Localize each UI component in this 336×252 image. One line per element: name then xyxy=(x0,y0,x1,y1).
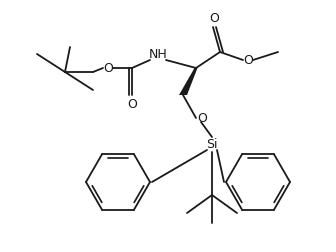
Text: Si: Si xyxy=(206,139,218,151)
Polygon shape xyxy=(179,68,198,95)
Text: O: O xyxy=(197,111,207,124)
Text: O: O xyxy=(127,98,137,110)
Text: O: O xyxy=(243,53,253,67)
Text: O: O xyxy=(209,12,219,24)
Text: O: O xyxy=(103,61,113,75)
Text: NH: NH xyxy=(149,48,167,61)
